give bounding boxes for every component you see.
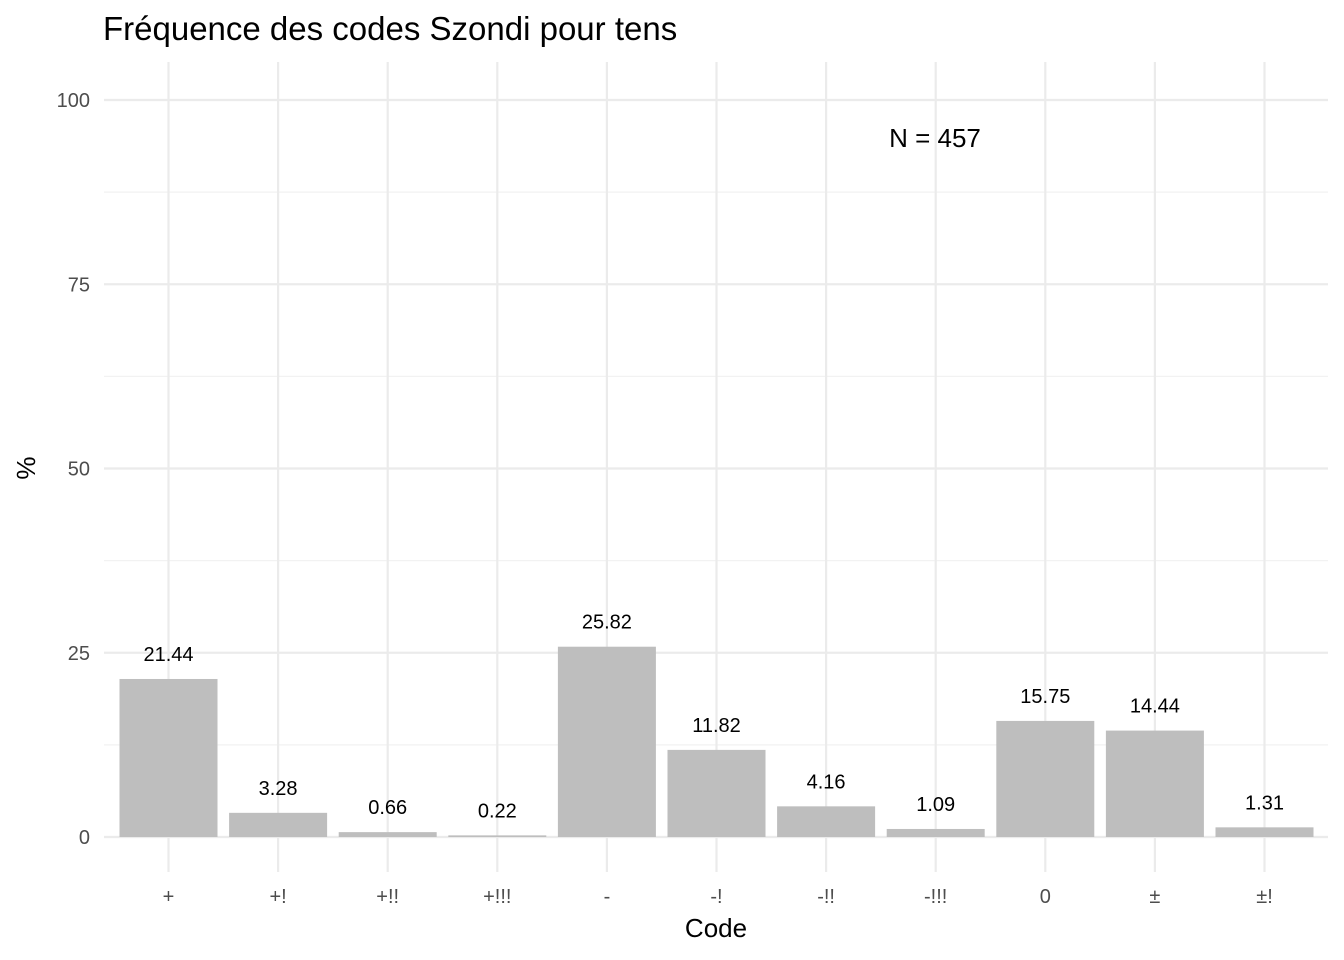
y-tick-label: 100 [57,90,90,112]
x-tick-label: -!! [817,886,835,908]
y-tick-label: 50 [68,459,90,481]
bar-value-label: 11.82 [692,715,741,737]
bars [119,646,1314,837]
bar [996,720,1095,837]
bar-value-label: 1.09 [916,794,955,816]
x-axis-ticks: + +! +!! +!!! - -! -!! -!!! 0 ± ±! [163,886,1273,908]
x-tick-label: -!!! [924,886,947,908]
bar [1105,730,1204,837]
x-tick-label: ± [1149,886,1160,908]
bar [667,749,766,837]
bar [1215,827,1314,837]
bar-value-label: 25.82 [582,612,632,634]
x-tick-label: +!!! [483,886,511,908]
x-tick-label: + [163,886,175,908]
y-tick-label: 0 [79,827,90,849]
y-tick-label: 25 [68,643,90,665]
bar-value-label: 1.31 [1245,792,1284,814]
bar [119,678,218,837]
x-tick-label: ±! [1256,886,1273,908]
bar-value-label: 21.44 [143,644,193,666]
bar-value-label: 0.66 [368,797,407,819]
bar-value-label: 0.22 [478,800,517,822]
bar-value-label: 3.28 [259,778,298,800]
bar-value-label: 4.16 [807,771,846,793]
data-labels: 21.44 3.28 0.66 0.22 25.82 11.82 4.16 1.09 15.75… [143,612,1284,823]
sample-size-annotation: N = 457 [889,123,981,153]
chart-title: Fréquence des codes Szondi pour tens [103,10,677,47]
bar [229,812,328,837]
x-tick-label: -! [710,886,722,908]
x-tick-label: +!! [376,886,399,908]
y-axis-ticks: 0 25 50 75 100 [57,90,90,849]
bar-value-label: 14.44 [1130,696,1180,718]
bar-value-label: 15.75 [1020,686,1070,708]
bar [448,835,547,837]
bar [777,806,876,837]
x-tick-label: 0 [1040,886,1051,908]
bar [557,646,656,837]
x-tick-label: +! [269,886,286,908]
bar [338,832,437,837]
x-tick-label: - [604,886,611,908]
x-axis-title: Code [685,913,747,943]
bar [886,828,985,837]
y-axis-title: % [11,456,41,479]
y-tick-label: 75 [68,274,90,296]
